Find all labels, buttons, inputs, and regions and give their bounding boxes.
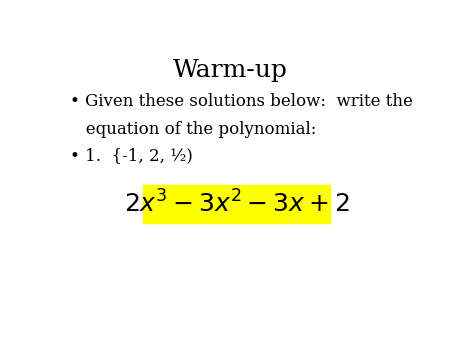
Text: • Given these solutions below:  write the: • Given these solutions below: write the <box>70 93 413 110</box>
Text: • 1.  {-1, 2, ½): • 1. {-1, 2, ½) <box>70 147 193 164</box>
Text: Warm-up: Warm-up <box>173 59 288 82</box>
Text: equation of the polynomial:: equation of the polynomial: <box>70 121 317 138</box>
Text: $2x^3 - 3x^2 - 3x + 2$: $2x^3 - 3x^2 - 3x + 2$ <box>124 190 350 218</box>
FancyBboxPatch shape <box>144 185 330 223</box>
